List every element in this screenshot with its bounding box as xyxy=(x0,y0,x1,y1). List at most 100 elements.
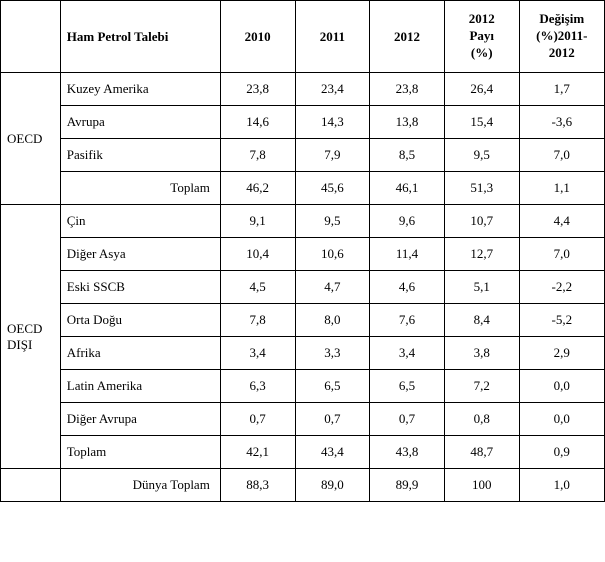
cell: 3,4 xyxy=(370,337,445,370)
row-label: Kuzey Amerika xyxy=(60,73,220,106)
row-label: Latin Amerika xyxy=(60,370,220,403)
header-share-l1: 2012 xyxy=(469,11,495,26)
cell: 7,2 xyxy=(444,370,519,403)
header-change-l3: 2012 xyxy=(549,45,575,60)
row-label: Eski SSCB xyxy=(60,271,220,304)
cell: 89,0 xyxy=(295,469,370,502)
group-nonoecd-l1: OECD xyxy=(7,321,42,336)
cell: 6,5 xyxy=(370,370,445,403)
group-nonoecd-title: OECD DIŞI xyxy=(1,205,61,469)
cell: 2,9 xyxy=(519,337,604,370)
header-share-l2: Payı xyxy=(469,28,494,43)
cell: 8,4 xyxy=(444,304,519,337)
row-label: Afrika xyxy=(60,337,220,370)
cell: 6,5 xyxy=(295,370,370,403)
cell: 9,6 xyxy=(370,205,445,238)
header-change-l1: Değişim xyxy=(539,11,584,26)
table-row: Latin Amerika 6,3 6,5 6,5 7,2 0,0 xyxy=(1,370,605,403)
table-row-world: Dünya Toplam 88,3 89,0 89,9 100 1,0 xyxy=(1,469,605,502)
cell: 23,8 xyxy=(220,73,295,106)
header-2012: 2012 xyxy=(370,1,445,73)
cell: 1,7 xyxy=(519,73,604,106)
cell: 26,4 xyxy=(444,73,519,106)
row-label: Diğer Avrupa xyxy=(60,403,220,436)
table-row: Diğer Avrupa 0,7 0,7 0,7 0,8 0,0 xyxy=(1,403,605,436)
table-row: Avrupa 14,6 14,3 13,8 15,4 -3,6 xyxy=(1,106,605,139)
cell: 46,2 xyxy=(220,172,295,205)
cell: 7,0 xyxy=(519,139,604,172)
row-label: Çin xyxy=(60,205,220,238)
cell: -3,6 xyxy=(519,106,604,139)
cell: 10,4 xyxy=(220,238,295,271)
table-row: OECD Kuzey Amerika 23,8 23,4 23,8 26,4 1… xyxy=(1,73,605,106)
table-row: Orta Doğu 7,8 8,0 7,6 8,4 -5,2 xyxy=(1,304,605,337)
oil-demand-table: Ham Petrol Talebi 2010 2011 2012 2012 Pa… xyxy=(0,0,605,502)
header-2011: 2011 xyxy=(295,1,370,73)
row-label: Diğer Asya xyxy=(60,238,220,271)
cell: 43,8 xyxy=(370,436,445,469)
cell: 100 xyxy=(444,469,519,502)
group-nonoecd-l2: DIŞI xyxy=(7,337,32,352)
cell: 46,1 xyxy=(370,172,445,205)
header-rowlabel: Ham Petrol Talebi xyxy=(60,1,220,73)
header-change-l2: (%)2011- xyxy=(536,28,587,43)
cell: 42,1 xyxy=(220,436,295,469)
table-row: Diğer Asya 10,4 10,6 11,4 12,7 7,0 xyxy=(1,238,605,271)
row-label-total: Toplam xyxy=(60,436,220,469)
cell: 10,7 xyxy=(444,205,519,238)
table-row: OECD DIŞI Çin 9,1 9,5 9,6 10,7 4,4 xyxy=(1,205,605,238)
cell: 0,0 xyxy=(519,403,604,436)
cell: 14,6 xyxy=(220,106,295,139)
cell: 45,6 xyxy=(295,172,370,205)
cell: 8,0 xyxy=(295,304,370,337)
row-label-total: Toplam xyxy=(60,172,220,205)
cell: 10,6 xyxy=(295,238,370,271)
cell: 1,0 xyxy=(519,469,604,502)
cell: 88,3 xyxy=(220,469,295,502)
cell: 14,3 xyxy=(295,106,370,139)
cell: 7,8 xyxy=(220,139,295,172)
group-oecd-title: OECD xyxy=(1,73,61,205)
cell: 23,4 xyxy=(295,73,370,106)
cell: 89,9 xyxy=(370,469,445,502)
row-label: Avrupa xyxy=(60,106,220,139)
row-label-world: Dünya Toplam xyxy=(60,469,220,502)
cell: 9,5 xyxy=(444,139,519,172)
cell: 7,9 xyxy=(295,139,370,172)
cell: 48,7 xyxy=(444,436,519,469)
cell: 0,9 xyxy=(519,436,604,469)
cell: 15,4 xyxy=(444,106,519,139)
cell: 7,0 xyxy=(519,238,604,271)
row-label: Pasifik xyxy=(60,139,220,172)
header-blank xyxy=(1,1,61,73)
header-2010: 2010 xyxy=(220,1,295,73)
cell: 23,8 xyxy=(370,73,445,106)
header-share-l3: (%) xyxy=(471,45,493,60)
cell: 7,6 xyxy=(370,304,445,337)
cell: 4,5 xyxy=(220,271,295,304)
world-blank xyxy=(1,469,61,502)
cell: 9,5 xyxy=(295,205,370,238)
cell: 3,3 xyxy=(295,337,370,370)
cell: 4,7 xyxy=(295,271,370,304)
header-share2012: 2012 Payı (%) xyxy=(444,1,519,73)
table-header-row: Ham Petrol Talebi 2010 2011 2012 2012 Pa… xyxy=(1,1,605,73)
row-label: Orta Doğu xyxy=(60,304,220,337)
table-row-total: Toplam 42,1 43,4 43,8 48,7 0,9 xyxy=(1,436,605,469)
cell: 11,4 xyxy=(370,238,445,271)
cell: 0,7 xyxy=(220,403,295,436)
cell: 7,8 xyxy=(220,304,295,337)
cell: 0,0 xyxy=(519,370,604,403)
table-row: Pasifik 7,8 7,9 8,5 9,5 7,0 xyxy=(1,139,605,172)
cell: 13,8 xyxy=(370,106,445,139)
cell: 3,8 xyxy=(444,337,519,370)
cell: 6,3 xyxy=(220,370,295,403)
cell: 4,4 xyxy=(519,205,604,238)
cell: 5,1 xyxy=(444,271,519,304)
header-change: Değişim (%)2011- 2012 xyxy=(519,1,604,73)
cell: 8,5 xyxy=(370,139,445,172)
cell: 4,6 xyxy=(370,271,445,304)
cell: 3,4 xyxy=(220,337,295,370)
cell: 51,3 xyxy=(444,172,519,205)
table-row-total: Toplam 46,2 45,6 46,1 51,3 1,1 xyxy=(1,172,605,205)
